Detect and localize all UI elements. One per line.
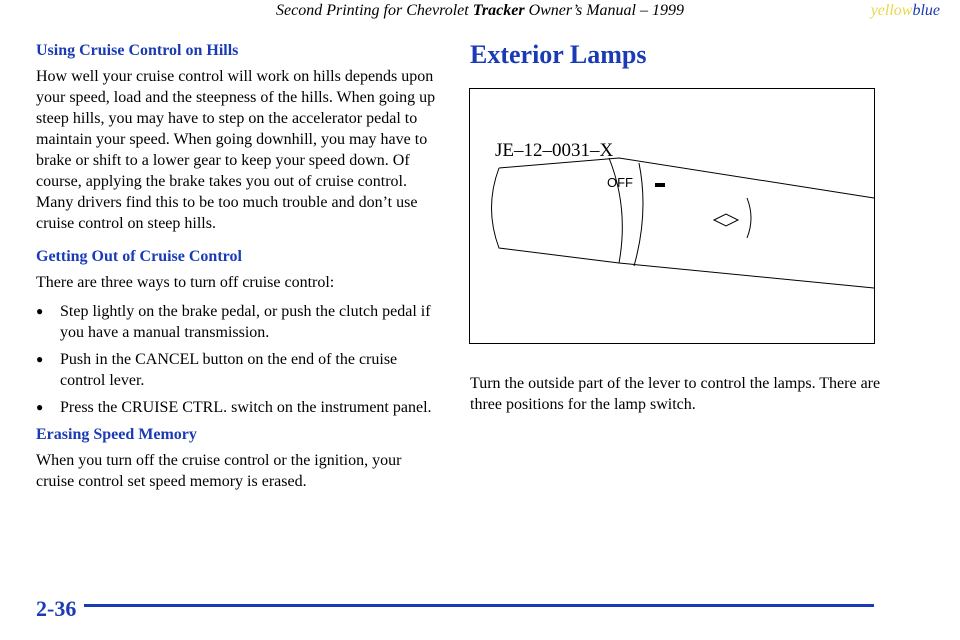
section-title: Exterior Lamps (470, 40, 647, 69)
paragraph: When you turn off the cruise control or … (36, 452, 402, 490)
paragraph: There are three ways to turn off cruise … (36, 274, 335, 291)
figure-code: JE–12–0031–X (495, 140, 614, 161)
paragraph: Turn the outside part of the lever to co… (470, 375, 881, 413)
figure: JE–12–0031–X OFF (469, 88, 875, 344)
paragraph: How well your cruise control will work o… (36, 68, 436, 232)
color-tags: yellowblue (870, 2, 940, 19)
bullet-list: Step lightly on the brake pedal, or push… (36, 301, 440, 418)
footer-rule (84, 604, 874, 607)
bullet: Push in the CANCEL button on the end of … (36, 349, 440, 391)
heading: Using Cruise Control on Hills (36, 42, 239, 59)
bullet: Step lightly on the brake pedal, or push… (36, 301, 440, 343)
heading: Getting Out of Cruise Control (36, 248, 242, 265)
page-number: 2-36 (36, 596, 77, 621)
left-column: Using Cruise Control on Hills How well y… (36, 42, 440, 492)
figure-off: OFF (607, 175, 633, 190)
header: Second Printing for Chevrolet Tracker Ow… (276, 2, 684, 19)
heading: Erasing Speed Memory (36, 426, 197, 443)
bullet: Press the CRUISE CTRL. switch on the ins… (36, 397, 440, 418)
